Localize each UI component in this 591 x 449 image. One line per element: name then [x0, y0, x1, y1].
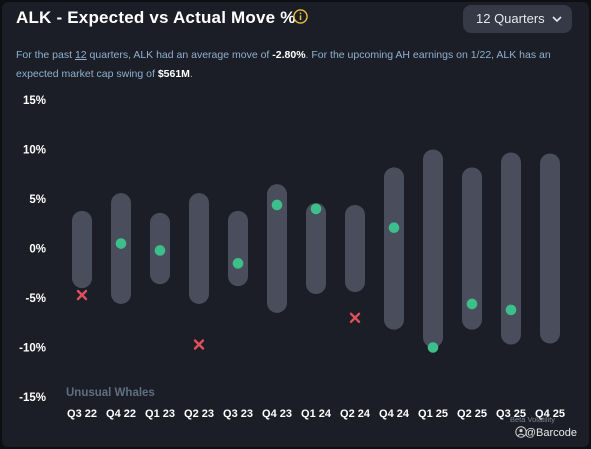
- x-axis: Q3 22 Q4 22 Q1 23 Q2 23 Q3 23 Q4 23 Q1 24 Q2 24…: [67, 408, 565, 420]
- x-tick-label: Q4 22: [106, 408, 136, 420]
- x-tick-label: Q4 24: [379, 408, 410, 420]
- corner-note: Beta Volatility: [510, 415, 555, 424]
- actual-move-marker: [115, 238, 127, 249]
- expected-range-bar: [384, 167, 404, 330]
- expected-range-bar: [345, 204, 365, 293]
- actual-move-marker: [310, 203, 322, 215]
- x-tick-label: Q4 25: [535, 408, 565, 420]
- x-tick-label: Q3 23: [223, 408, 253, 420]
- actual-move-marker: [427, 342, 439, 353]
- y-tick-label: 0%: [29, 244, 46, 256]
- profile-icon: [515, 426, 527, 438]
- author-handle: @Barcode: [524, 427, 577, 439]
- x-tick-label: Q4 23: [262, 408, 292, 420]
- actual-move-marker: [154, 245, 166, 256]
- info-icon[interactable]: [293, 9, 308, 24]
- actual-move-marker: [505, 304, 517, 316]
- expected-range-bar: [228, 210, 248, 287]
- x-tick-label: Q2 24: [340, 408, 371, 420]
- expected-range-bar: [540, 153, 560, 344]
- actual-move-marker: [466, 298, 478, 310]
- y-tick-label: 5%: [29, 194, 46, 206]
- actual-move-marker-miss: [349, 312, 361, 323]
- expected-range-bar: [501, 152, 521, 345]
- actual-move-marker-miss: [76, 289, 88, 301]
- x-tick-label: Q2 23: [184, 408, 214, 420]
- actual-move-marker: [271, 199, 283, 211]
- summary-part: For the past: [16, 49, 75, 61]
- y-axis: 15% 10% 5% 0% -5% -10% -15%: [19, 95, 46, 404]
- actual-move-marker-miss: [193, 339, 205, 350]
- y-tick-label: -15%: [19, 392, 46, 404]
- chevron-down-icon: [552, 16, 562, 23]
- x-tick-label: Q1 23: [145, 408, 175, 420]
- y-tick-label: 10%: [23, 145, 46, 157]
- expected-range-bar: [72, 210, 92, 289]
- actual-move-marker: [388, 222, 400, 234]
- expected-range-bar: [189, 193, 209, 304]
- x-tick-label: Q3 25: [496, 408, 526, 420]
- chart-title: ALK - Expected vs Actual Move %: [16, 8, 296, 27]
- summary-part: quarters, ALK had an average move of: [86, 49, 273, 61]
- actual-move-markers: [76, 199, 517, 353]
- x-tick-label: Q1 24: [301, 408, 332, 420]
- expected-range-bar: [462, 167, 482, 330]
- quarters-dropdown[interactable]: 12 Quarters: [463, 5, 572, 33]
- expected-range-bar: [306, 202, 326, 295]
- market-cap-swing: $561M: [157, 68, 190, 80]
- y-tick-label: -10%: [19, 343, 46, 355]
- actual-move-marker: [232, 258, 244, 269]
- x-tick-label: Q1 25: [418, 408, 448, 420]
- average-move: -2.80%: [272, 49, 306, 61]
- y-tick-label: 15%: [23, 95, 46, 107]
- quarters-count: 12: [74, 49, 87, 61]
- expected-range-bars: [72, 149, 560, 348]
- watermark: Unusual Whales: [66, 387, 155, 399]
- expected-range-bar: [423, 149, 443, 348]
- summary-text: For the past 12 quarters, ALK had an ave…: [16, 46, 576, 84]
- x-tick-label: Q3 22: [67, 408, 97, 420]
- summary-part: .: [189, 68, 193, 80]
- quarters-dropdown-label: 12 Quarters: [476, 11, 545, 26]
- summary-part: . For the upcoming AH earnings on 1/22, …: [16, 49, 551, 80]
- expected-range-bar: [267, 184, 287, 313]
- y-tick-label: -5%: [26, 293, 46, 305]
- x-tick-label: Q2 25: [457, 408, 487, 420]
